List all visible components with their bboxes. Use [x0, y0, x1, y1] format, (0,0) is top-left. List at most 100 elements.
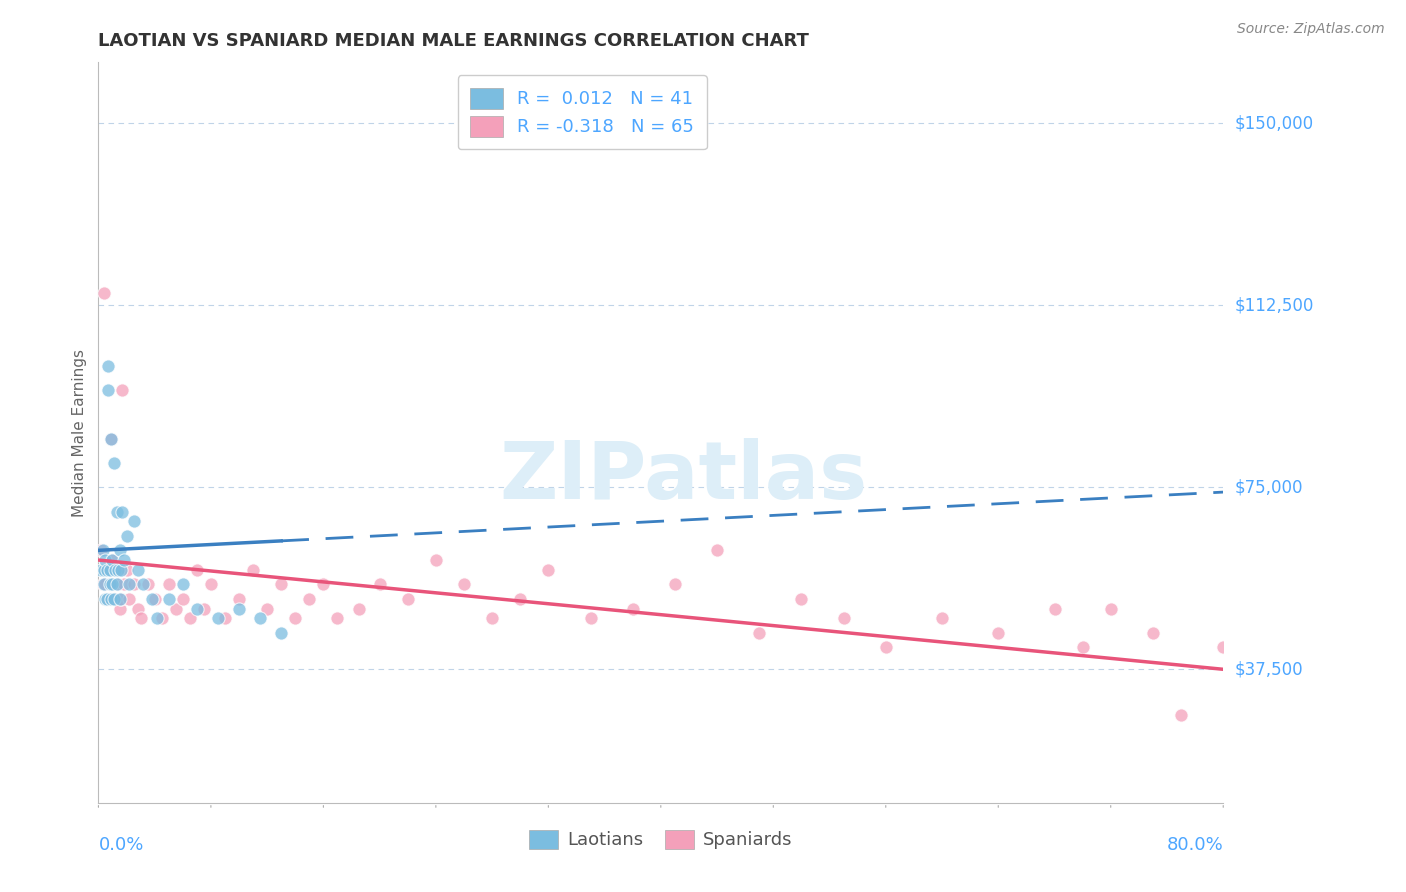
Point [122, 577, 145, 591]
Point [115, 529, 138, 543]
Point [664, 577, 686, 591]
Point [186, 563, 208, 577]
Point [214, 611, 236, 625]
Point [93, 577, 115, 591]
Point [621, 601, 644, 615]
Point [94, 553, 117, 567]
Point [150, 611, 173, 625]
Point [93, 563, 115, 577]
Point [108, 591, 131, 606]
Point [1071, 640, 1094, 655]
Point [108, 601, 131, 615]
Point [141, 591, 163, 606]
Point [127, 601, 149, 615]
Point [790, 591, 813, 606]
Point [103, 456, 125, 470]
Point [157, 577, 180, 591]
Point [101, 553, 124, 567]
Point [110, 563, 132, 577]
Text: $37,500: $37,500 [1234, 660, 1303, 678]
Point [453, 577, 475, 591]
Point [298, 591, 321, 606]
Point [179, 611, 201, 625]
Point [537, 563, 560, 577]
Point [706, 543, 728, 558]
Point [105, 577, 128, 591]
Point [98, 577, 121, 591]
Point [312, 577, 335, 591]
Point [127, 563, 149, 577]
Point [481, 611, 503, 625]
Point [146, 611, 169, 625]
Point [193, 601, 215, 615]
Point [165, 601, 187, 615]
Point [105, 504, 128, 518]
Point [228, 601, 250, 615]
Point [98, 577, 121, 591]
Legend: Laotians, Spaniards: Laotians, Spaniards [522, 823, 800, 856]
Point [242, 563, 264, 577]
Text: LAOTIAN VS SPANIARD MEDIAN MALE EARNINGS CORRELATION CHART: LAOTIAN VS SPANIARD MEDIAN MALE EARNINGS… [98, 32, 810, 50]
Point [200, 577, 222, 591]
Point [100, 432, 122, 446]
Point [105, 563, 128, 577]
Point [100, 432, 122, 446]
Point [115, 563, 138, 577]
Point [91, 577, 114, 591]
Point [111, 383, 134, 397]
Point [97, 359, 120, 373]
Point [107, 577, 129, 591]
Point [90, 543, 112, 558]
Point [101, 577, 124, 591]
Point [100, 591, 122, 606]
Point [97, 383, 120, 397]
Point [172, 591, 194, 606]
Point [108, 543, 131, 558]
Point [157, 591, 180, 606]
Point [284, 611, 307, 625]
Point [368, 577, 391, 591]
Point [186, 601, 208, 615]
Point [96, 563, 118, 577]
Point [931, 611, 953, 625]
Point [1099, 601, 1122, 615]
Point [107, 563, 129, 577]
Point [110, 591, 132, 606]
Text: Source: ZipAtlas.com: Source: ZipAtlas.com [1237, 22, 1385, 37]
Point [748, 626, 770, 640]
Point [118, 591, 141, 606]
Y-axis label: Median Male Earnings: Median Male Earnings [72, 349, 87, 516]
Point [326, 611, 349, 625]
Point [97, 591, 120, 606]
Point [111, 504, 134, 518]
Point [93, 286, 115, 301]
Text: $150,000: $150,000 [1234, 114, 1313, 132]
Point [347, 601, 370, 615]
Text: 0.0%: 0.0% [98, 836, 143, 855]
Point [1212, 640, 1234, 655]
Point [509, 591, 531, 606]
Point [207, 611, 229, 625]
Point [1043, 601, 1066, 615]
Point [270, 577, 292, 591]
Text: $112,500: $112,500 [1234, 296, 1313, 314]
Point [579, 611, 602, 625]
Point [832, 611, 855, 625]
Point [94, 591, 117, 606]
Point [101, 553, 124, 567]
Point [136, 577, 159, 591]
Point [98, 563, 121, 577]
Point [987, 626, 1010, 640]
Point [104, 591, 127, 606]
Point [1142, 626, 1164, 640]
Point [96, 591, 118, 606]
Point [425, 553, 447, 567]
Point [396, 591, 419, 606]
Point [875, 640, 897, 655]
Point [104, 563, 127, 577]
Point [249, 611, 271, 625]
Text: $75,000: $75,000 [1234, 478, 1303, 496]
Text: 80.0%: 80.0% [1167, 836, 1223, 855]
Point [103, 591, 125, 606]
Point [129, 611, 152, 625]
